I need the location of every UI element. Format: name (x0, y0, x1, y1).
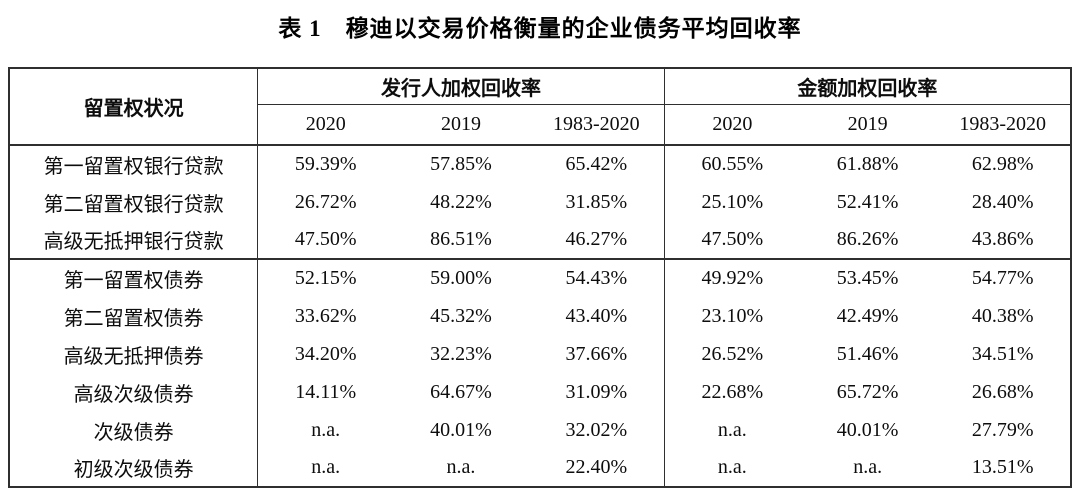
data-cell: 42.49% (836, 304, 899, 327)
column-header-lien-status: 留置权状况 (9, 68, 259, 146)
table-body: 第一留置权银行贷款 59.39% 57.85% 65.42% 60.55% 61… (9, 145, 1071, 487)
data-cell: 65.42% (528, 145, 665, 183)
row-label: 第二留置权银行贷款 (9, 183, 259, 221)
data-cell: 31.85% (528, 183, 665, 221)
column-header-year: 2019 (393, 104, 529, 146)
data-cell: 37.66% (528, 335, 665, 373)
data-cell: 47.50% (294, 228, 357, 250)
data-cell: 47.50% (701, 228, 764, 250)
data-cell: 27.79% (971, 418, 1034, 441)
table-row: 初级次级债券 n.a. n.a. 22.40% n.a. n.a. 13.51% (9, 449, 1071, 487)
data-cell: 14.11% (295, 380, 357, 403)
data-cell: 13.51% (971, 456, 1034, 478)
row-label: 第二留置权债券 (9, 297, 259, 335)
data-cell: 34.20% (294, 342, 357, 365)
data-cell: 31.09% (528, 373, 665, 411)
table-row: 高级无抵押债券 34.20% 32.23% 37.66% 26.52% 51.4… (9, 335, 1071, 373)
table-row: 高级无抵押银行贷款 47.50% 86.51% 46.27% 47.50% 86… (9, 221, 1071, 259)
data-cell: 64.67% (430, 380, 492, 403)
data-cell: 23.10% (701, 304, 764, 327)
column-group-amount-weighted: 金额加权回收率 (664, 68, 1071, 105)
column-header-year: 1983-2020 (935, 104, 1071, 146)
data-cell: n.a. (717, 418, 747, 441)
data-cell: 43.86% (971, 228, 1034, 250)
data-cell: 28.40% (971, 190, 1034, 213)
table-row: 第二留置权债券 33.62% 45.32% 43.40% 23.10% 42.4… (9, 297, 1071, 335)
column-header-year: 2020 (664, 104, 800, 146)
data-cell: 52.41% (836, 190, 899, 213)
data-cell: 86.26% (836, 228, 899, 250)
data-cell: 51.46% (836, 342, 899, 365)
data-cell: 59.00% (393, 258, 529, 297)
data-cell: 25.10% (701, 190, 764, 213)
data-cell: n.a. (311, 418, 341, 441)
column-header-year: 1983-2020 (528, 104, 665, 146)
data-cell: 32.02% (528, 411, 665, 449)
data-cell: 26.72% (294, 190, 357, 213)
data-cell: 54.43% (528, 258, 665, 297)
data-cell: 46.27% (528, 221, 665, 259)
row-label: 第一留置权债券 (9, 258, 259, 297)
data-cell: 86.51% (430, 228, 492, 250)
row-label: 初级次级债券 (9, 449, 259, 487)
data-cell: 49.92% (664, 258, 800, 297)
data-cell: 22.40% (528, 449, 665, 487)
column-group-issuer-weighted: 发行人加权回收率 (257, 68, 665, 105)
data-cell: 60.55% (701, 153, 764, 175)
row-label: 高级无抵押银行贷款 (9, 221, 259, 259)
data-cell: 33.62% (294, 304, 357, 327)
data-cell: 59.39% (294, 153, 357, 175)
data-cell: 65.72% (836, 380, 899, 403)
data-cell: n.a. (717, 456, 747, 478)
row-label: 第一留置权银行贷款 (9, 145, 259, 183)
data-cell: 40.01% (836, 418, 899, 441)
header-group-row: 留置权状况 发行人加权回收率 金额加权回收率 (9, 68, 1071, 146)
header-year-row: 2020 2019 1983-2020 2020 2019 1983-2020 (9, 104, 1071, 146)
column-header-year: 2020 (257, 104, 394, 146)
data-cell: 26.68% (971, 380, 1034, 403)
data-cell: 40.38% (971, 304, 1034, 327)
data-cell: n.a. (853, 456, 883, 478)
data-cell: n.a. (446, 456, 476, 478)
data-cell: 26.52% (701, 342, 764, 365)
table-row: 高级次级债券 14.11% 64.67% 31.09% 22.68% 65.72… (9, 373, 1071, 411)
data-cell: 52.15% (257, 258, 394, 297)
table-row: 第一留置权银行贷款 59.39% 57.85% 65.42% 60.55% 61… (9, 145, 1071, 183)
data-cell: 48.22% (430, 190, 492, 213)
data-cell: 45.32% (430, 304, 492, 327)
data-cell: 22.68% (701, 380, 764, 403)
data-cell: 62.98% (971, 153, 1034, 175)
data-cell: 34.51% (971, 342, 1034, 365)
data-cell: 57.85% (430, 153, 492, 175)
row-label: 次级债券 (9, 411, 259, 449)
row-label: 高级次级债券 (9, 373, 259, 411)
data-cell: 53.45% (799, 258, 936, 297)
data-cell: 40.01% (430, 418, 492, 441)
column-header-year: 2019 (799, 104, 936, 146)
data-cell: n.a. (311, 456, 341, 478)
row-label: 高级无抵押债券 (9, 335, 259, 373)
table-row: 第一留置权债券 52.15% 59.00% 54.43% 49.92% 53.4… (9, 258, 1071, 297)
data-cell: 54.77% (935, 258, 1071, 297)
table-header: 留置权状况 发行人加权回收率 金额加权回收率 2020 2019 1983-20… (9, 68, 1071, 146)
data-cell: 43.40% (528, 297, 665, 335)
data-cell: 32.23% (430, 342, 492, 365)
table-caption: 表 1 穆迪以交易价格衡量的企业债务平均回收率 (278, 16, 802, 41)
recovery-rate-table: 留置权状况 发行人加权回收率 金额加权回收率 2020 2019 1983-20… (8, 67, 1072, 488)
table-row: 次级债券 n.a. 40.01% 32.02% n.a. 40.01% 27.7… (9, 411, 1071, 449)
table-row: 第二留置权银行贷款 26.72% 48.22% 31.85% 25.10% 52… (9, 183, 1071, 221)
data-cell: 61.88% (836, 153, 899, 175)
